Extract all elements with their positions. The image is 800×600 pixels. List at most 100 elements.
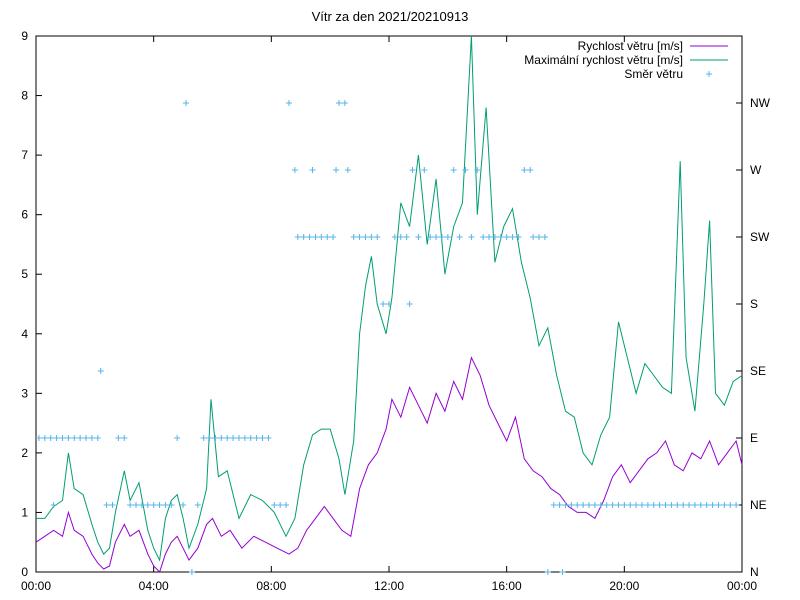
direction-point (235, 435, 242, 441)
y-tick-label: 9 (21, 29, 28, 43)
direction-point (306, 234, 313, 240)
series-line-0 (35, 356, 743, 573)
direction-point (174, 435, 181, 441)
direction-point (406, 301, 413, 307)
direction-point (194, 502, 201, 508)
direction-point (444, 234, 451, 240)
direction-point (421, 167, 428, 173)
direction-point (733, 502, 740, 508)
direction-point (559, 569, 566, 575)
y-tick-label: 6 (21, 208, 28, 222)
direction-point (335, 100, 342, 106)
direction-point (333, 167, 340, 173)
direction-point (680, 502, 687, 508)
direction-point (438, 234, 445, 240)
direction-point (144, 502, 151, 508)
x-tick-label: 00:00 (21, 579, 51, 593)
direction-point (212, 435, 219, 441)
direction-point (703, 502, 710, 508)
direction-point (168, 502, 175, 508)
direction-point (691, 502, 698, 508)
direction-point (603, 502, 610, 508)
direction-point (686, 502, 693, 508)
direction-point (380, 301, 387, 307)
direction-point (294, 234, 301, 240)
y-tick-label: 1 (21, 505, 28, 519)
direction-point (456, 234, 463, 240)
y2-tick-label: W (750, 163, 762, 177)
direction-point (59, 435, 66, 441)
y-tick-label: 2 (21, 446, 28, 460)
y-tick-label: 3 (21, 386, 28, 400)
y2-tick-label: NE (750, 498, 767, 512)
y2-tick-label: S (750, 297, 758, 311)
x-tick-label: 16:00 (492, 579, 522, 593)
direction-point (644, 502, 651, 508)
y2-tick-label: SE (750, 364, 766, 378)
direction-point (312, 234, 319, 240)
direction-point (609, 502, 616, 508)
direction-point (709, 502, 716, 508)
direction-point (41, 435, 48, 441)
direction-point (253, 435, 260, 441)
y2-tick-label: E (750, 431, 758, 445)
direction-point (550, 502, 557, 508)
x-tick-label: 00:00 (727, 579, 757, 593)
series-layer (35, 35, 743, 575)
direction-point (397, 234, 404, 240)
y-tick-label: 7 (21, 148, 28, 162)
direction-point (633, 502, 640, 508)
direction-point (324, 234, 331, 240)
direction-point (180, 502, 187, 508)
direction-point (462, 167, 469, 173)
direction-point (183, 100, 190, 106)
direction-point (544, 569, 551, 575)
direction-point (597, 502, 604, 508)
direction-point (300, 234, 307, 240)
direction-point (650, 502, 657, 508)
direction-point (433, 234, 440, 240)
direction-point (715, 502, 722, 508)
direction-point (88, 435, 95, 441)
direction-point (586, 502, 593, 508)
y-tick-label: 8 (21, 89, 28, 103)
direction-point (415, 234, 422, 240)
x-tick-label: 08:00 (256, 579, 286, 593)
direction-point (121, 435, 128, 441)
direction-point (450, 167, 457, 173)
direction-point (621, 502, 628, 508)
direction-point (162, 502, 169, 508)
direction-point (53, 435, 60, 441)
direction-point (224, 435, 231, 441)
x-axis: 00:00 04:00 08:00 12:00 16:00 20:00 00:00 (21, 36, 757, 593)
direction-point (468, 234, 475, 240)
direction-point (285, 100, 292, 106)
direction-point (206, 435, 213, 441)
direction-point (656, 502, 663, 508)
x-tick-label: 04:00 (139, 579, 169, 593)
direction-point (109, 502, 116, 508)
direction-point (409, 167, 416, 173)
direction-point (218, 435, 225, 441)
direction-point (591, 502, 598, 508)
direction-point (627, 502, 634, 508)
direction-point (638, 502, 645, 508)
direction-point (486, 234, 493, 240)
direction-point (341, 100, 348, 106)
direction-point (83, 435, 90, 441)
direction-point (94, 435, 101, 441)
direction-point (150, 502, 157, 508)
direction-point (480, 234, 487, 240)
direction-point (497, 234, 504, 240)
direction-point (521, 167, 528, 173)
direction-point (35, 435, 42, 441)
y2-tick-label: SW (750, 230, 770, 244)
direction-point (568, 502, 575, 508)
direction-point (536, 234, 543, 240)
y-tick-label: 5 (21, 267, 28, 281)
direction-point (491, 234, 498, 240)
direction-point (574, 502, 581, 508)
direction-point (271, 502, 278, 508)
direction-point (403, 234, 410, 240)
direction-point (97, 368, 104, 374)
